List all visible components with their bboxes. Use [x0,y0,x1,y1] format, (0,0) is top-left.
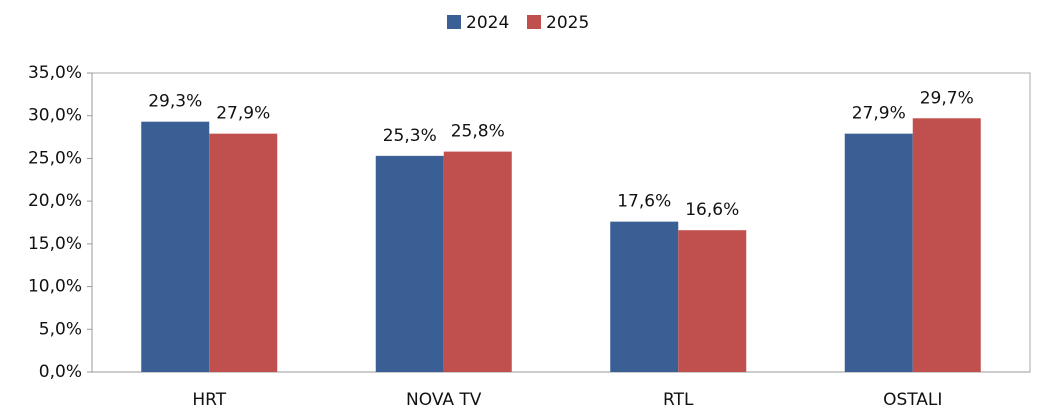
x-tick-label: OSTALI [883,390,942,410]
y-tick-label: 20,0% [28,191,82,211]
value-label: 25,3% [383,126,437,146]
bar [678,230,747,372]
bar [141,121,210,373]
legend-swatch [447,15,461,29]
y-tick-label: 10,0% [28,277,82,297]
y-tick-label: 5,0% [39,319,82,339]
bar [375,155,444,372]
y-tick-label: 0,0% [39,362,82,382]
y-tick-label: 25,0% [28,148,82,168]
y-tick-label: 15,0% [28,234,82,254]
legend-label: 2025 [546,13,589,33]
y-tick-label: 35,0% [28,63,82,83]
x-tick-label: RTL [663,390,694,410]
x-tick-label: NOVA TV [406,390,482,410]
value-label: 25,8% [451,122,505,142]
bar [844,133,913,372]
value-label: 29,3% [148,92,202,112]
legend-swatch [527,15,541,29]
bar [610,221,679,372]
x-tick-label: HRT [192,390,226,410]
bar [443,151,512,372]
value-label: 16,6% [685,200,739,220]
value-label: 27,9% [216,104,270,124]
value-label: 17,6% [617,192,671,212]
value-label: 29,7% [920,88,974,108]
y-tick-label: 30,0% [28,106,82,126]
bar [209,133,278,372]
value-label: 27,9% [852,104,906,124]
bar [912,118,981,372]
legend-label: 2024 [466,13,509,33]
